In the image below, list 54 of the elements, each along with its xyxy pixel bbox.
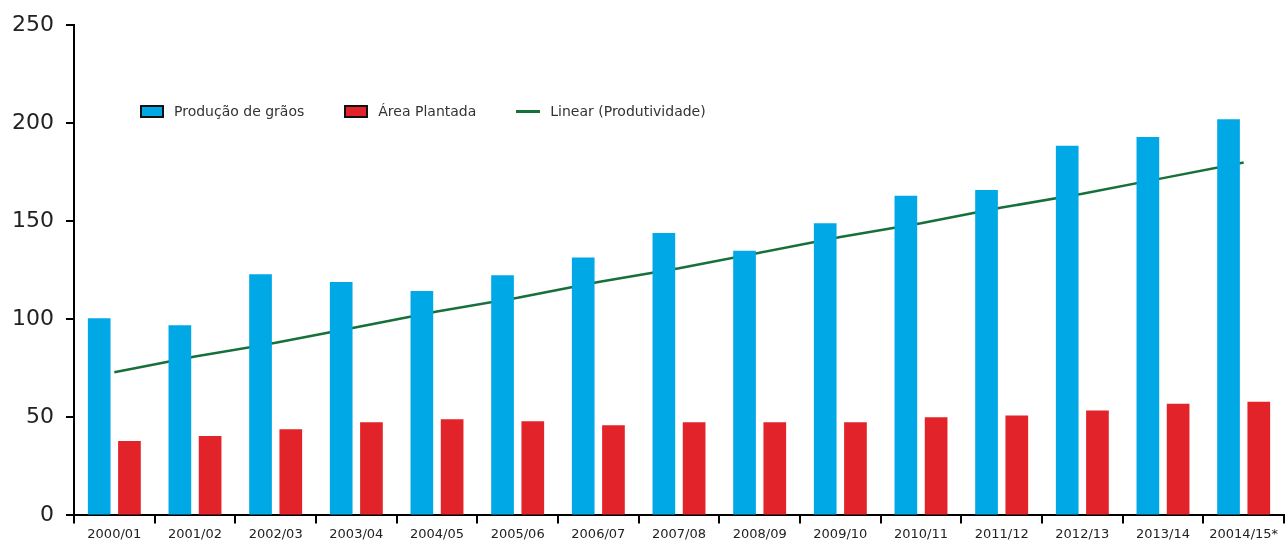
x-tick-label: 2010/11 — [893, 525, 949, 541]
legend-label: Linear (Produtividade) — [550, 103, 706, 119]
bar — [813, 223, 837, 515]
y-tick-label: 100 — [11, 305, 54, 331]
y-tick-label: 0 — [39, 501, 54, 527]
x-tick-label: 2012/13 — [1055, 525, 1110, 541]
bar — [1136, 136, 1160, 515]
bar — [410, 290, 434, 515]
bar — [491, 275, 514, 515]
bar — [682, 422, 706, 515]
bar — [118, 440, 141, 515]
y-tick-label: 50 — [25, 403, 54, 429]
x-tick-label: 2013/14 — [1135, 525, 1191, 541]
x-tick-label: 2007/08 — [651, 525, 706, 541]
bar — [924, 417, 948, 515]
bar — [198, 435, 222, 515]
x-tick-label: 2003/04 — [329, 525, 384, 541]
bar — [360, 422, 383, 515]
x-tick-label: 2001/02 — [167, 525, 222, 541]
bar — [844, 422, 867, 515]
x-tick-label: 2008/09 — [732, 525, 787, 541]
x-tick-label: 2005/06 — [490, 525, 545, 541]
bar — [1217, 119, 1240, 515]
x-tick-label: 2004/05 — [409, 525, 464, 541]
x-tick-label: 20014/15* — [1209, 525, 1279, 541]
x-tick-label: 2000/01 — [87, 525, 142, 541]
y-tick-label: 200 — [11, 108, 54, 134]
bar — [521, 421, 545, 515]
bar — [1247, 401, 1271, 515]
bar — [279, 429, 303, 515]
bar — [763, 422, 787, 515]
legend-label: Área Plantada — [378, 103, 477, 119]
bar — [733, 250, 756, 515]
bar — [329, 282, 353, 515]
legend-label: Produção de grãos — [174, 103, 305, 119]
x-tick-label: 2006/07 — [571, 525, 626, 541]
bar — [440, 419, 464, 515]
bar — [1166, 403, 1190, 515]
bar — [1005, 415, 1029, 515]
y-tick-label: 250 — [11, 10, 54, 36]
y-tick-label: 150 — [11, 207, 54, 232]
x-tick-label: 2009/10 — [813, 525, 868, 541]
bar — [168, 325, 192, 515]
bar — [602, 425, 625, 515]
x-tick-label: 2002/03 — [248, 525, 303, 541]
bar — [1055, 145, 1079, 515]
bar — [894, 195, 918, 515]
bar — [652, 233, 676, 515]
bar — [249, 274, 272, 515]
bar — [571, 257, 595, 515]
bar — [1086, 410, 1109, 515]
bar — [975, 189, 998, 515]
bar — [87, 318, 111, 515]
x-tick-label: 2011/12 — [974, 525, 1029, 541]
